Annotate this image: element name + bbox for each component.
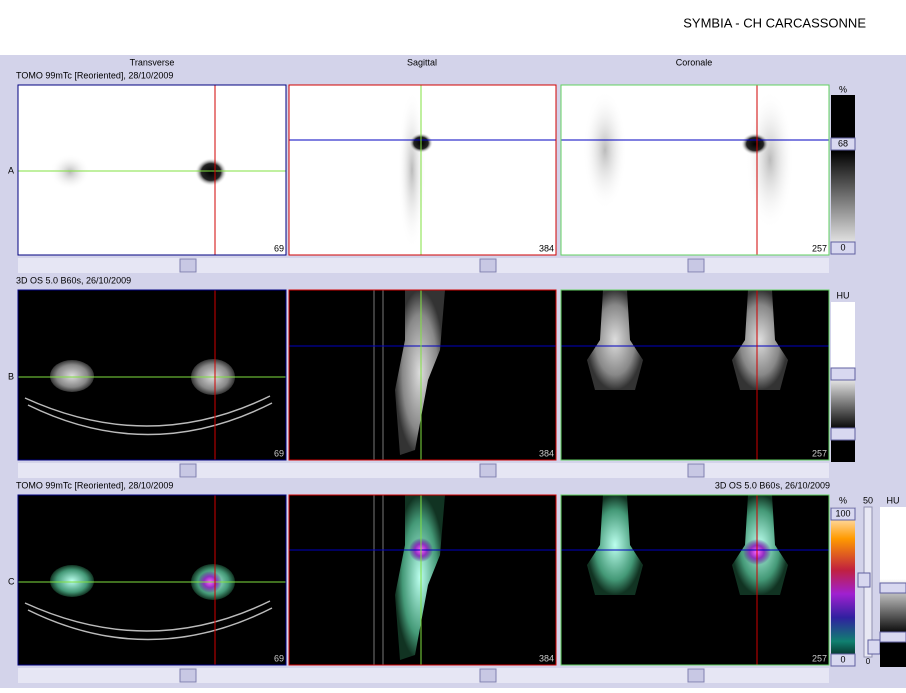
blend-min: 0 [866, 657, 871, 666]
slider-thumb[interactable] [179, 258, 197, 273]
anatomy [732, 290, 788, 390]
slice-number: 384 [539, 653, 554, 663]
series-label: 3D OS 5.0 B60s, 26/10/2009 [715, 480, 830, 490]
row-label: B [8, 371, 14, 381]
colorbar [831, 507, 855, 665]
scale-unit: % [839, 495, 847, 505]
window-slider[interactable] [879, 631, 906, 643]
series-label: TOMO 99mTc [Reoriented], 28/10/2009 [16, 480, 173, 490]
anatomy [50, 360, 94, 392]
panel-border [560, 494, 830, 666]
panel-border [288, 84, 557, 256]
slider-thumb[interactable] [179, 668, 197, 683]
blend-thumb[interactable] [857, 572, 871, 588]
image-panel: 384 [288, 84, 557, 256]
image-panel: 384 [288, 289, 557, 461]
scale-min: 0 [840, 242, 845, 252]
panel-border [17, 84, 287, 256]
slider-track[interactable] [18, 668, 829, 683]
slice-number: 384 [539, 243, 554, 253]
uptake [583, 90, 627, 210]
panel-border [17, 289, 287, 461]
table [24, 600, 273, 641]
slice-number: 69 [274, 653, 284, 663]
scale-min-box[interactable] [830, 241, 856, 255]
header-bar [0, 0, 906, 55]
panel-border [560, 289, 830, 461]
image-panel: 257 [560, 84, 830, 256]
scale-unit: HU [887, 495, 900, 505]
series-label: TOMO 99mTc [Reoriented], 28/10/2009 [16, 70, 173, 80]
image-panel: 69 [17, 289, 287, 461]
series-label: 3D OS 5.0 B60s, 26/10/2009 [16, 275, 131, 285]
uptake [398, 90, 426, 250]
slider-thumb[interactable] [479, 258, 497, 273]
slider-thumb[interactable] [687, 258, 705, 273]
window-slider[interactable] [830, 427, 856, 441]
colorbar [831, 95, 855, 254]
slider-thumb[interactable] [479, 668, 497, 683]
slider-track[interactable] [18, 258, 829, 273]
column-header: Coronale [676, 57, 713, 67]
header-title: SYMBIA - CH CARCASSONNE [683, 15, 866, 30]
window-slider[interactable] [830, 367, 856, 381]
anatomy [395, 495, 445, 660]
scale-max-box[interactable] [830, 507, 856, 521]
blend-thumb[interactable] [867, 639, 881, 655]
scale-min-box[interactable] [830, 653, 856, 667]
row-label: C [8, 576, 15, 586]
scale-max: 100 [835, 508, 850, 518]
panel-border [288, 494, 557, 666]
slider-thumb[interactable] [687, 463, 705, 478]
uptake [746, 90, 794, 230]
scale-marker-label: 68 [838, 138, 848, 148]
scale-unit: % [839, 84, 847, 94]
anatomy [587, 290, 643, 390]
slice-number: 257 [812, 448, 827, 458]
slice-number: 384 [539, 448, 554, 458]
uptake [741, 133, 769, 155]
slice-number: 69 [274, 243, 284, 253]
image-panel: 384 [288, 494, 557, 666]
scale-unit: HU [837, 290, 850, 300]
uptake [50, 154, 90, 190]
table [24, 395, 273, 436]
anatomy [395, 290, 445, 455]
scale-min: 0 [840, 654, 845, 664]
uptake [195, 158, 227, 186]
blend-label: 50 [863, 495, 873, 505]
panel-border [288, 289, 557, 461]
column-header: Sagittal [407, 57, 437, 67]
row-label: A [8, 165, 14, 175]
scale-marker[interactable] [830, 137, 856, 151]
image-panel: 257 [560, 289, 830, 461]
slider-thumb[interactable] [687, 668, 705, 683]
slider-thumb[interactable] [179, 463, 197, 478]
column-header: Transverse [130, 57, 175, 67]
window-slider[interactable] [879, 582, 906, 594]
slice-number: 257 [812, 653, 827, 663]
anatomy [50, 565, 94, 597]
slider-thumb[interactable] [479, 463, 497, 478]
panel-border [17, 494, 287, 666]
image-panel: 257 [560, 494, 830, 666]
anatomy [587, 495, 643, 595]
slice-number: 69 [274, 448, 284, 458]
slice-number: 257 [812, 243, 827, 253]
image-panel: 69 [17, 494, 287, 666]
panel-border [560, 84, 830, 256]
slider-track[interactable] [18, 463, 829, 478]
image-panel: 69 [17, 84, 287, 256]
